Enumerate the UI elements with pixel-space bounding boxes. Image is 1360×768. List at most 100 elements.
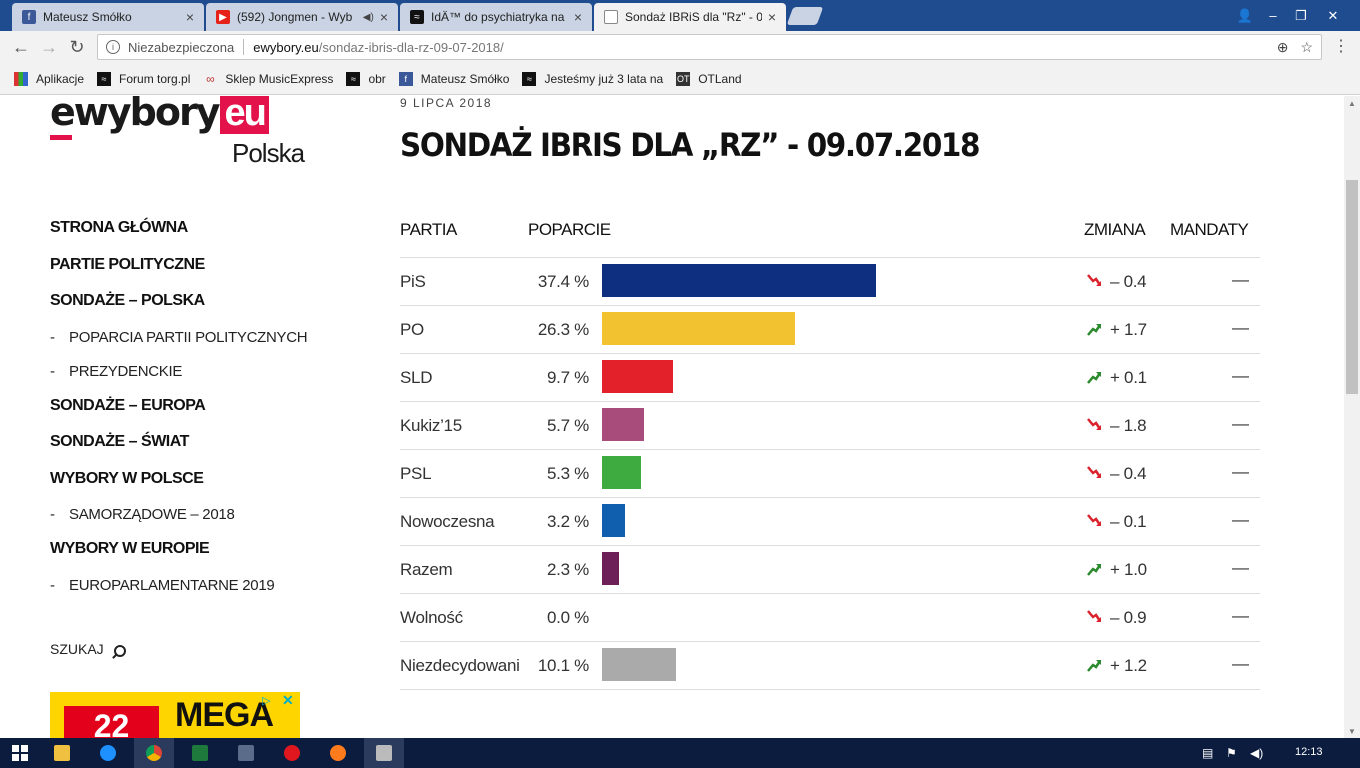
trend-up-icon xyxy=(1087,372,1102,384)
reload-icon[interactable]: ↻ xyxy=(69,36,85,57)
browser-tab[interactable]: f Mateusz Smółko × xyxy=(12,3,204,31)
close-icon[interactable]: × xyxy=(185,9,194,25)
omnibox-actions: ⊕ ☆ xyxy=(1277,39,1313,56)
support-bar xyxy=(602,264,876,297)
minimize-icon[interactable]: – xyxy=(1269,8,1277,23)
bookmark-label: Sklep MusicExpress xyxy=(225,71,334,86)
opera-icon[interactable] xyxy=(272,738,312,768)
windows-start-icon[interactable] xyxy=(0,738,40,768)
bookmark-item[interactable]: ∞ Sklep MusicExpress xyxy=(203,72,333,86)
support-value: 5.3 % xyxy=(547,464,589,483)
change-value: – 0.4 xyxy=(1110,272,1147,291)
trend-down-icon xyxy=(1087,418,1102,430)
close-icon[interactable]: × xyxy=(573,9,582,25)
search-icon xyxy=(113,645,126,657)
network-icon[interactable]: ▤ xyxy=(1202,746,1214,760)
support-value: 0.0 % xyxy=(547,608,589,627)
firefox-icon[interactable] xyxy=(318,738,358,768)
bookmark-apps[interactable]: Aplikacje xyxy=(14,71,84,86)
zoom-icon[interactable]: ⊕ xyxy=(1276,38,1289,55)
bookmark-label: Forum torg.pl xyxy=(119,71,191,86)
page-scrollbar[interactable]: ▲ ▼ xyxy=(1344,96,1360,738)
flag-icon[interactable]: ⚑ xyxy=(1226,746,1237,760)
browser-tab[interactable]: ≈ IdÄ™ do psychiatryka na × xyxy=(400,3,592,31)
support-value: 2.3 % xyxy=(547,560,589,579)
keyboard-icon[interactable] xyxy=(226,738,266,768)
scroll-up-icon[interactable]: ▲ xyxy=(1348,98,1356,108)
bookmarks-bar: Aplikacje ≈ Forum torg.pl ∞ Sklep MusicE… xyxy=(0,63,1360,95)
nav-item-parties[interactable]: PARTIE POLITYCZNE xyxy=(50,255,205,273)
adchoices-icon[interactable]: ▷ xyxy=(262,695,271,707)
nav-subitem-presidential[interactable]: - PREZYDENCKIE xyxy=(50,358,350,392)
change-value: + 1.0 xyxy=(1110,560,1147,579)
party-name: PO xyxy=(400,320,424,339)
nav-subitem-party-support[interactable]: - POPARCIA PARTII POLITYCZNYCH xyxy=(50,324,350,358)
poll-row: PO 26.3 % + 1.7 — xyxy=(400,306,1260,354)
page-icon xyxy=(604,10,618,24)
poll-table: PARTIA POPARCIE ZMIANA MANDATY PiS 37.4 %… xyxy=(400,212,1260,690)
file-explorer-icon[interactable] xyxy=(42,738,82,768)
browser-tab[interactable]: ▶ (592) Jongmen - Wyb ◀) × xyxy=(206,3,398,31)
ad-close-icon[interactable]: ✕ xyxy=(282,692,294,708)
scrollbar-thumb[interactable] xyxy=(1346,180,1358,394)
info-icon[interactable]: i xyxy=(106,40,120,54)
trend-up-icon xyxy=(1087,564,1102,576)
nav-subitem-local-2018[interactable]: - SAMORZĄDOWE – 2018 xyxy=(50,501,350,535)
scroll-down-icon[interactable]: ▼ xyxy=(1348,726,1356,736)
site-logo[interactable]: ewybory eu Polska xyxy=(50,96,305,168)
logo-wordmark: ewybory xyxy=(50,96,220,134)
star-icon[interactable]: ☆ xyxy=(1300,38,1313,55)
close-icon[interactable]: × xyxy=(767,9,776,25)
nav-item-home[interactable]: STRONA GŁÓWNA xyxy=(50,219,188,236)
nav-subitem-label: PREZYDENCKIE xyxy=(69,362,183,380)
musicexpress-icon: ∞ xyxy=(206,71,215,86)
close-icon[interactable]: × xyxy=(379,9,388,25)
ad-banner[interactable]: 22 MEGA ▷ ✕ xyxy=(50,692,300,738)
bookmark-item[interactable]: ≈ Jesteśmy już 3 lata na xyxy=(522,71,664,86)
close-window-icon[interactable]: ✕ xyxy=(1327,7,1339,23)
logo-country: Polska xyxy=(232,138,305,168)
change-value: + 1.2 xyxy=(1110,656,1147,675)
nav-item-elections-europe[interactable]: WYBORY W EUROPIE xyxy=(50,540,210,557)
maximize-icon[interactable]: ❐ xyxy=(1295,7,1307,23)
os-taskbar: ▤ ⚑ ◀) 12:13 xyxy=(0,738,1360,768)
excel-icon[interactable] xyxy=(180,738,220,768)
bookmark-item[interactable]: ≈ obr xyxy=(346,71,386,86)
chrome-icon[interactable] xyxy=(134,738,174,768)
nav-item-polls-europe[interactable]: SONDAŻE – EUROPA xyxy=(50,396,206,414)
bookmark-item[interactable]: f Mateusz Smółko xyxy=(398,71,510,86)
back-icon[interactable]: ← xyxy=(12,36,30,57)
sub-marker: - xyxy=(50,362,55,380)
bookmark-label: Mateusz Smółko xyxy=(420,71,510,86)
search-label: SZUKAJ xyxy=(50,641,104,657)
nav-subitem-euro-2019[interactable]: - EUROPARLAMENTARNE 2019 xyxy=(50,572,350,606)
address-bar[interactable]: i Niezabezpieczona ewybory.eu/sondaz-ibr… xyxy=(97,34,1322,60)
nav-item-polls-poland[interactable]: SONDAŻE – POLSKA xyxy=(50,292,205,309)
menu-icon[interactable]: ⋮ xyxy=(1333,38,1349,55)
forward-icon[interactable]: → xyxy=(40,36,58,57)
search-toggle[interactable]: SZUKAJ xyxy=(50,641,126,657)
seats-value: — xyxy=(1232,558,1249,577)
bookmark-label: Jesteśmy już 3 lata na xyxy=(544,71,664,86)
seats-value: — xyxy=(1232,414,1249,433)
browser-tab-active[interactable]: Sondaż IBRiS dla "Rz" - 09 × xyxy=(594,3,786,31)
bookmark-label: obr xyxy=(368,71,386,86)
clock[interactable]: 12:13 xyxy=(1295,746,1323,758)
article-title: SONDAŻ IBRIS DLA „RZ” - 09.07.2018 xyxy=(400,126,981,164)
bookmark-item[interactable]: OT OTLand xyxy=(676,71,742,86)
volume-icon[interactable]: ◀) xyxy=(1250,746,1264,760)
nav-item-polls-world[interactable]: SONDAŻE – ŚWIAT xyxy=(50,433,189,450)
nav-item-elections-poland[interactable]: WYBORY W POLSCE xyxy=(50,469,204,487)
app-icon[interactable] xyxy=(364,738,404,768)
header-party: PARTIA xyxy=(400,220,457,239)
internet-explorer-icon[interactable] xyxy=(88,738,128,768)
seats-value: — xyxy=(1232,654,1249,673)
wykop-icon: ≈ xyxy=(522,71,537,86)
speaker-icon[interactable]: ◀) xyxy=(362,11,374,23)
trend-down-icon xyxy=(1087,610,1102,622)
divider xyxy=(243,39,245,55)
profile-icon[interactable]: 👤 xyxy=(1236,7,1254,23)
new-tab-button[interactable] xyxy=(786,7,824,25)
support-value: 10.1 % xyxy=(537,656,589,675)
bookmark-item[interactable]: ≈ Forum torg.pl xyxy=(97,71,191,86)
